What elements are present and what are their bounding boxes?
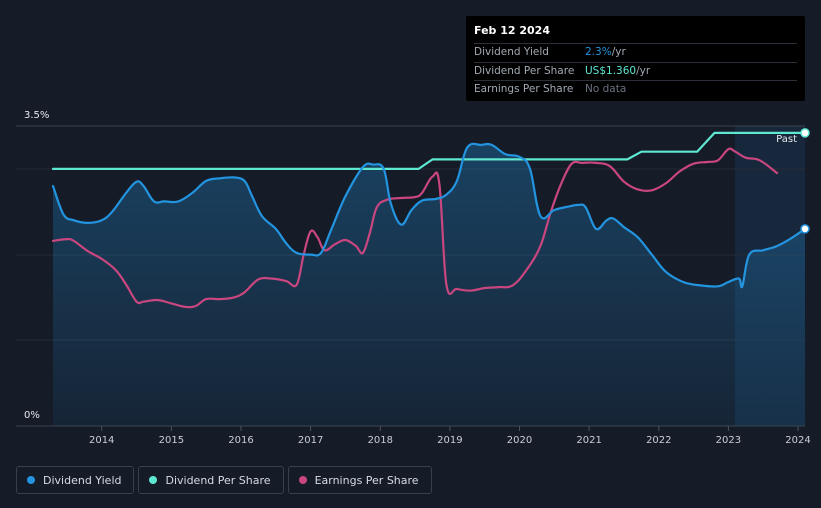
legend-dot-icon <box>149 476 158 484</box>
x-tick-label: 2021 <box>576 435 601 446</box>
legend-label: Dividend Yield <box>43 473 122 487</box>
tooltip-row-dividend-per-share: Dividend Per Share US$1.360 /yr <box>474 61 797 81</box>
legend: Dividend Yield Dividend Per Share Earnin… <box>16 466 432 494</box>
x-tick-label: 2022 <box>646 435 671 446</box>
tooltip-unit: /yr <box>611 46 626 58</box>
tooltip-label: Earnings Per Share <box>474 83 574 95</box>
dividend-yield-end-marker <box>800 224 810 234</box>
x-tick-label: 2018 <box>368 435 393 446</box>
tooltip-value: US$1.360 <box>585 64 637 77</box>
legend-label: Earnings Per Share <box>314 473 419 487</box>
y-axis-bottom-label: 0% <box>24 410 40 421</box>
x-tick-label: 2020 <box>507 435 532 446</box>
x-axis: 2014 2015 2016 2017 2018 2019 2020 2021 2022 2023… <box>89 426 811 446</box>
tooltip-unit: /yr <box>636 64 651 77</box>
x-tick-label: 2017 <box>298 435 323 446</box>
legend-item-earnings-per-share[interactable]: Earnings Per Share <box>287 466 432 494</box>
tooltip-value: No data <box>585 83 627 95</box>
past-label: Past <box>776 134 797 145</box>
dividend-yield-area <box>53 143 805 427</box>
dividend-per-share-line <box>51 131 807 170</box>
tooltip: Feb 12 2024 Dividend Yield 2.3% /yr Divi… <box>466 16 805 101</box>
tooltip-date: Feb 12 2024 <box>474 24 550 37</box>
x-tick-label: 2023 <box>716 435 741 446</box>
x-tick-label: 2024 <box>785 435 810 446</box>
x-tick-label: 2019 <box>437 435 462 446</box>
tooltip-row-dividend-yield: Dividend Yield 2.3% /yr <box>474 43 797 62</box>
x-tick-label: 2014 <box>89 435 114 446</box>
tooltip-row-earnings-per-share: Earnings Per Share No data <box>474 80 797 99</box>
tooltip-label: Dividend Per Share <box>474 64 575 77</box>
series-layer <box>51 131 807 309</box>
dividend-per-share-end-marker <box>800 128 810 138</box>
tooltip-label: Dividend Yield <box>474 46 549 58</box>
legend-item-dividend-per-share[interactable]: Dividend Per Share <box>138 466 284 494</box>
tooltip-value: 2.3% <box>585 46 612 58</box>
legend-item-dividend-yield[interactable]: Dividend Yield <box>16 466 135 494</box>
earnings-per-share-line <box>51 147 779 309</box>
y-axis-top-label: 3.5% <box>24 110 49 121</box>
legend-dot-icon <box>27 476 35 484</box>
dividend-yield-line <box>51 142 807 289</box>
x-tick-label: 2016 <box>228 435 253 446</box>
markers <box>800 128 810 234</box>
legend-label: Dividend Per Share <box>165 473 271 487</box>
legend-dot-icon <box>298 476 307 484</box>
x-tick-label: 2015 <box>159 435 184 446</box>
